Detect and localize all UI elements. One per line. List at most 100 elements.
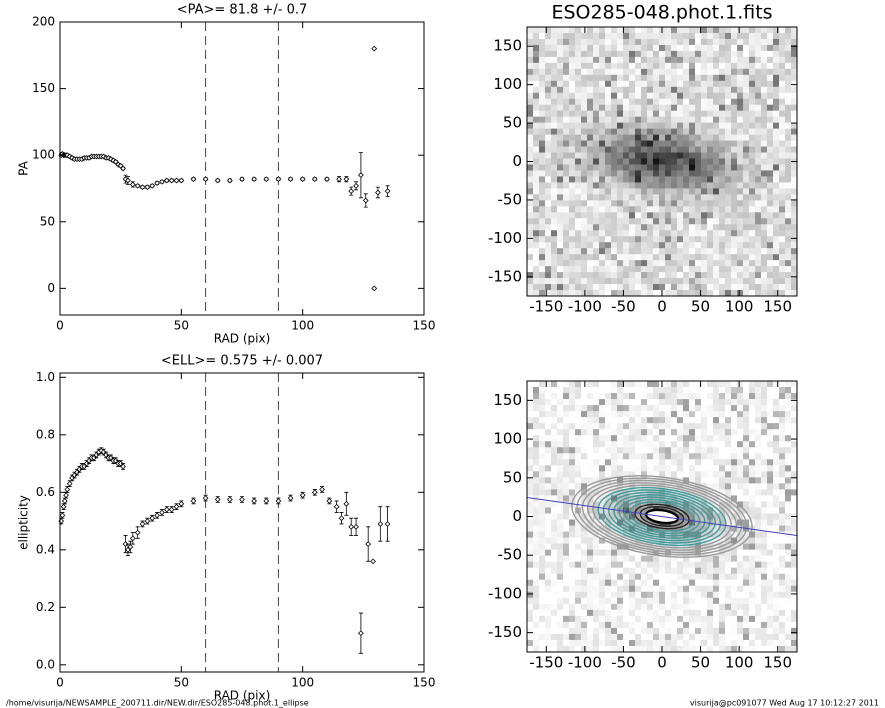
pixel — [617, 501, 624, 508]
pixel — [551, 74, 558, 82]
pixel — [563, 80, 570, 88]
pixel — [707, 98, 714, 106]
pixel — [575, 86, 582, 94]
pixel — [737, 483, 744, 490]
pixel — [593, 513, 600, 520]
pixel — [599, 441, 606, 448]
pixel — [719, 585, 726, 593]
pixel — [737, 639, 744, 647]
pixel — [653, 158, 660, 165]
pixel — [611, 627, 618, 635]
pixel — [761, 423, 768, 430]
pixel — [653, 278, 660, 285]
pixel — [767, 188, 774, 195]
pixel — [545, 447, 552, 454]
pixel — [593, 507, 600, 514]
pixel — [539, 254, 546, 261]
pixel — [761, 627, 768, 635]
pixel — [767, 465, 774, 472]
pixel — [731, 272, 738, 279]
pixel — [605, 621, 612, 629]
pixel — [629, 230, 636, 237]
pixel — [737, 86, 744, 94]
pixel — [545, 104, 552, 111]
pixel — [629, 561, 636, 568]
pixel — [689, 134, 696, 141]
pixel — [725, 164, 732, 171]
pixel — [599, 134, 606, 141]
pixel — [755, 507, 762, 514]
pixel — [665, 501, 672, 508]
pixel — [623, 549, 630, 556]
pixel — [701, 567, 708, 575]
y-tick-label: 0 — [47, 281, 55, 295]
pixel — [581, 411, 588, 418]
pixel — [791, 471, 798, 478]
pixel — [689, 405, 696, 412]
pixel — [581, 236, 588, 243]
pixel — [689, 248, 696, 255]
pixel — [767, 597, 774, 605]
pixel — [623, 50, 630, 58]
pixel — [749, 176, 756, 183]
pixel — [773, 146, 780, 153]
pixel — [689, 627, 696, 635]
pixel — [575, 194, 582, 201]
pixel — [725, 525, 732, 532]
pixel — [665, 254, 672, 261]
pixel — [743, 381, 750, 388]
pixel — [671, 116, 678, 123]
pixel — [599, 423, 606, 430]
pixel — [707, 591, 714, 599]
pixel — [527, 645, 534, 653]
chart-title: <PA>= 81.8 +/- 0.7 — [177, 3, 308, 18]
pixel — [689, 579, 696, 587]
pixel — [737, 134, 744, 141]
pixel — [701, 639, 708, 647]
pixel — [641, 164, 648, 171]
pixel — [659, 236, 666, 243]
pixel — [635, 44, 642, 52]
pixel — [785, 459, 792, 466]
pixel — [749, 549, 756, 556]
pixel — [713, 140, 720, 147]
pixel — [701, 525, 708, 532]
pixel — [575, 27, 582, 34]
pixel — [701, 218, 708, 225]
pixel — [659, 405, 666, 412]
pixel — [671, 104, 678, 111]
pixel — [767, 393, 774, 400]
pixel — [671, 194, 678, 201]
pixel — [647, 218, 654, 225]
pixel — [791, 477, 798, 484]
pixel — [527, 128, 534, 135]
pixel — [653, 260, 660, 267]
pixel — [713, 561, 720, 568]
pixel — [785, 218, 792, 225]
pixel — [713, 435, 720, 442]
pixel — [635, 27, 642, 34]
pixel — [569, 555, 576, 562]
pixel — [659, 278, 666, 285]
pixel — [653, 567, 660, 575]
pixel — [545, 579, 552, 587]
pixel — [587, 260, 594, 267]
pixel — [791, 501, 798, 508]
pixel — [575, 242, 582, 249]
pixel — [599, 164, 606, 171]
pixel — [773, 531, 780, 538]
pixel — [713, 627, 720, 635]
pixel — [779, 567, 786, 575]
pixel — [779, 393, 786, 400]
pixel — [599, 266, 606, 273]
pixel — [617, 567, 624, 575]
pixel — [557, 140, 564, 147]
pixel — [539, 230, 546, 237]
pixel — [761, 122, 768, 129]
pixel — [791, 639, 798, 647]
pixel — [551, 429, 558, 436]
pixel — [725, 417, 732, 424]
pixel — [659, 441, 666, 448]
pixel — [695, 501, 702, 508]
pixel — [545, 477, 552, 484]
